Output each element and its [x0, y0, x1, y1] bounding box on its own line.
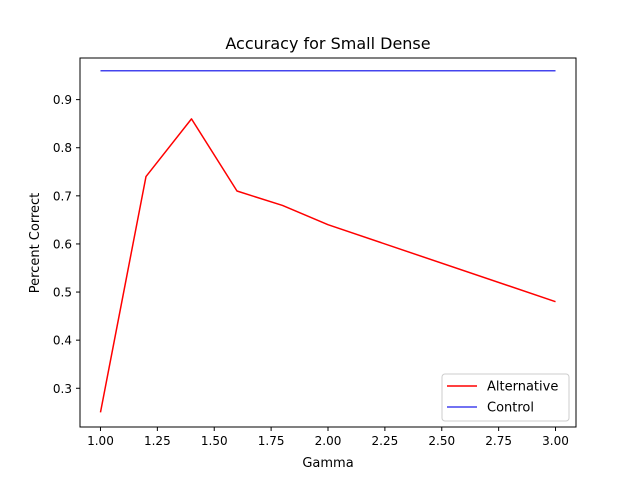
y-axis-ticks: 0.3 0.4 0.5 0.6 0.7 0.8 0.9: [53, 93, 80, 396]
y-tick-label: 0.7: [53, 189, 72, 203]
series-line-alternative: [99, 118, 556, 413]
legend: Alternative Control: [441, 373, 570, 422]
y-tick-label: 0.9: [53, 93, 72, 107]
x-tick-label: 2.00: [315, 434, 342, 448]
chart-title: Accuracy for Small Dense: [225, 34, 430, 53]
y-tick-label: 0.6: [53, 237, 72, 251]
x-tick-label: 2.25: [372, 434, 399, 448]
x-tick-label: 3.00: [542, 434, 569, 448]
y-tick-label: 0.3: [53, 382, 72, 396]
plot-lines: [99, 70, 556, 413]
x-tick-label: 1.25: [144, 434, 171, 448]
x-tick-label: 2.75: [485, 434, 512, 448]
x-tick-label: 1.00: [87, 434, 114, 448]
x-axis-ticks: 1.00 1.25 1.50 1.75 2.00 2.25 2.50 2.75 3.00: [87, 427, 569, 448]
x-tick-label: 2.50: [428, 434, 455, 448]
legend-label-control: Control: [487, 401, 534, 416]
y-tick-label: 0.8: [53, 141, 72, 155]
y-tick-label: 0.4: [53, 334, 72, 348]
y-axis-label: Percent Correct: [28, 193, 43, 294]
x-tick-label: 1.50: [201, 434, 228, 448]
x-axis-label: Gamma: [302, 456, 353, 471]
legend-label-alternative: Alternative: [487, 380, 558, 395]
x-tick-label: 1.75: [258, 434, 285, 448]
y-tick-label: 0.5: [53, 286, 72, 300]
